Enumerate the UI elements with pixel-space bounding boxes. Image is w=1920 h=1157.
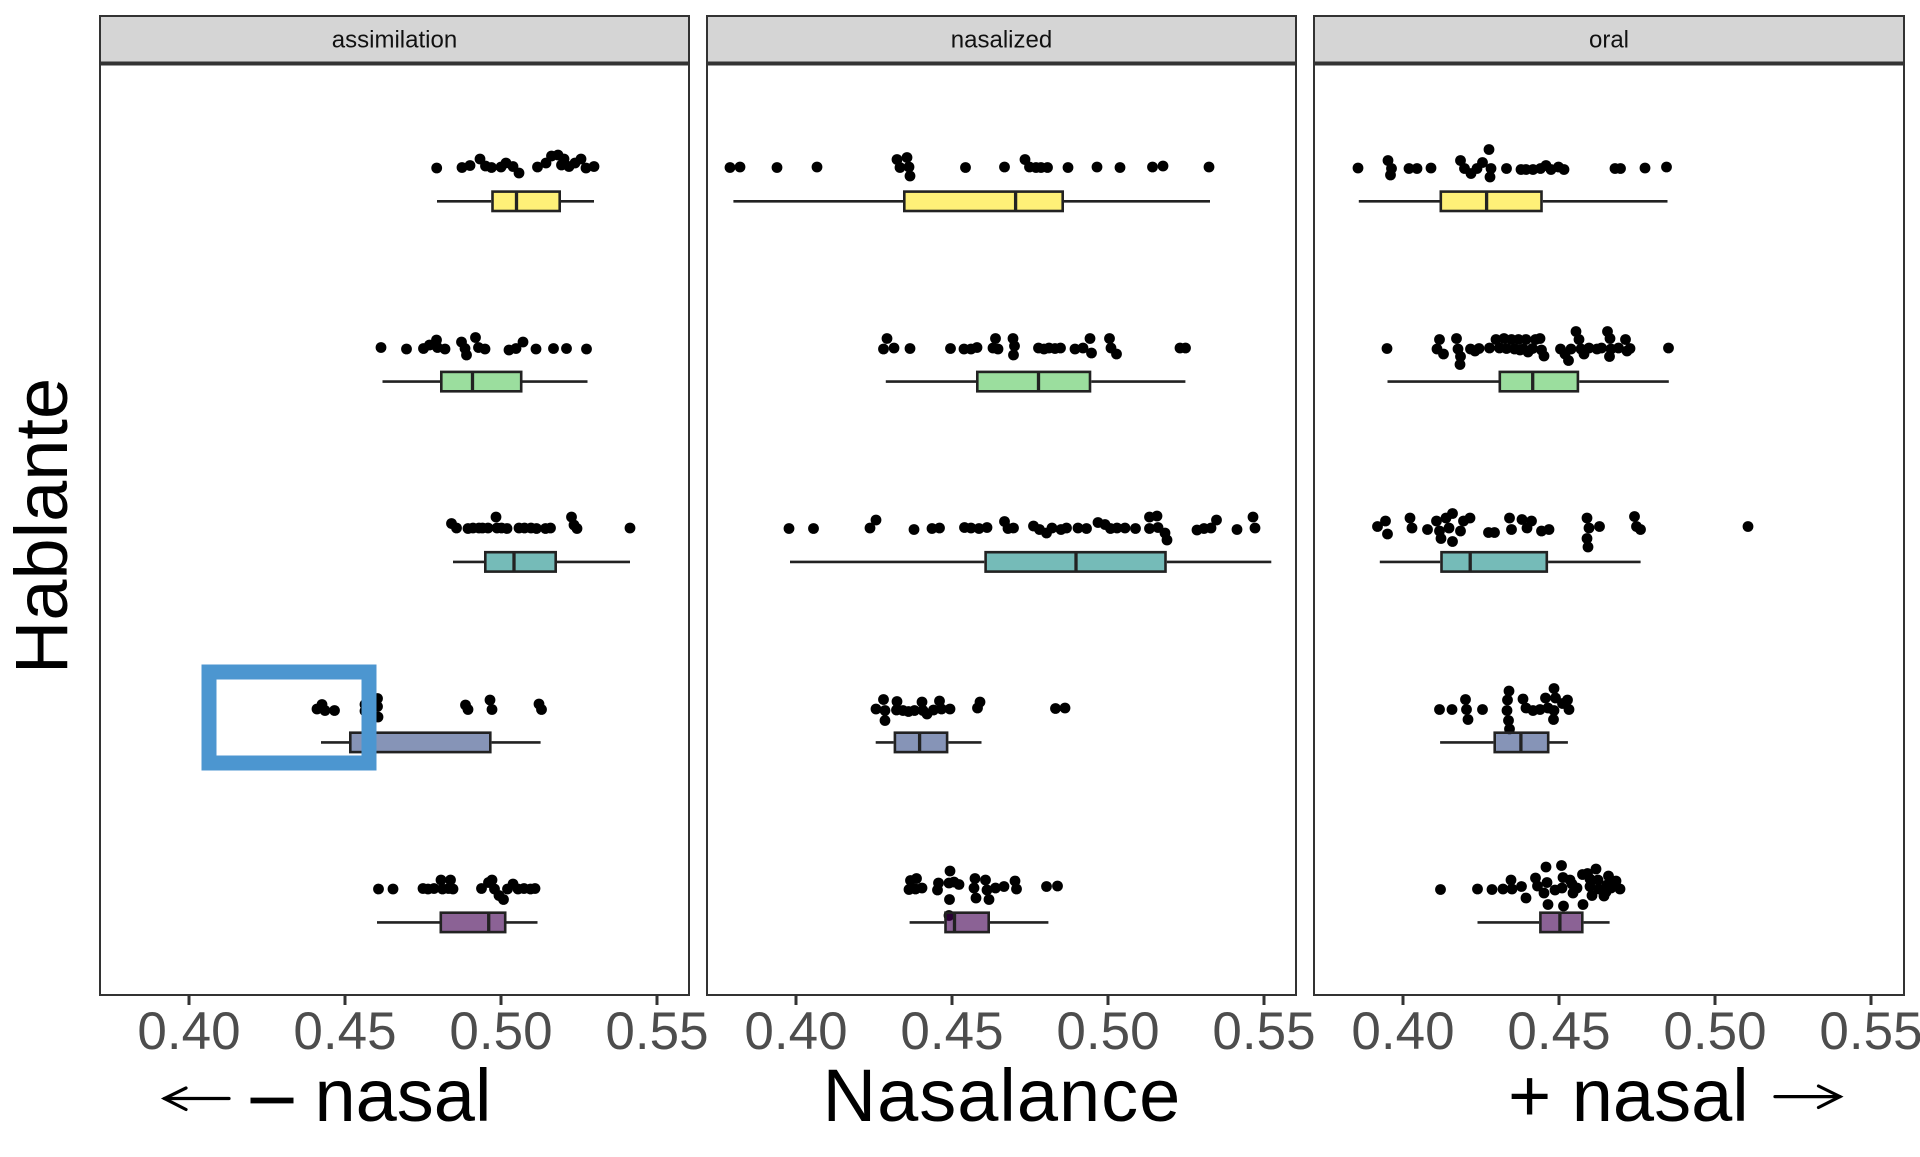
- svg-text:nasal: nasal: [315, 1054, 492, 1137]
- svg-text:0.45: 0.45: [293, 1002, 396, 1061]
- svg-text:0.55: 0.55: [1212, 1002, 1315, 1061]
- svg-text:nasalized: nasalized: [951, 27, 1052, 54]
- svg-text:0.50: 0.50: [1056, 1002, 1159, 1061]
- svg-text:0.55: 0.55: [1819, 1002, 1920, 1061]
- svg-text:0.55: 0.55: [605, 1002, 708, 1061]
- svg-text:0.40: 0.40: [744, 1002, 847, 1061]
- svg-text:+ nasal: + nasal: [1508, 1054, 1749, 1137]
- svg-text:Nasalance: Nasalance: [823, 1054, 1182, 1137]
- svg-text:0.40: 0.40: [1351, 1002, 1454, 1061]
- svg-text:0.50: 0.50: [449, 1002, 552, 1061]
- svg-text:0.40: 0.40: [137, 1002, 240, 1061]
- svg-text:oral: oral: [1589, 27, 1629, 54]
- svg-text:0.50: 0.50: [1663, 1002, 1766, 1061]
- svg-text:assimilation: assimilation: [332, 27, 457, 54]
- svg-text:Hablante: Hablante: [0, 378, 83, 674]
- svg-text:0.45: 0.45: [1507, 1002, 1610, 1061]
- svg-text:0.45: 0.45: [900, 1002, 1003, 1061]
